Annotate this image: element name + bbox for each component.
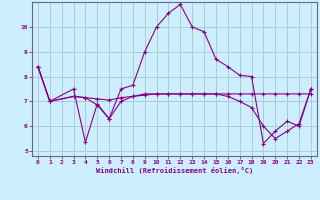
X-axis label: Windchill (Refroidissement éolien,°C): Windchill (Refroidissement éolien,°C) [96, 167, 253, 174]
